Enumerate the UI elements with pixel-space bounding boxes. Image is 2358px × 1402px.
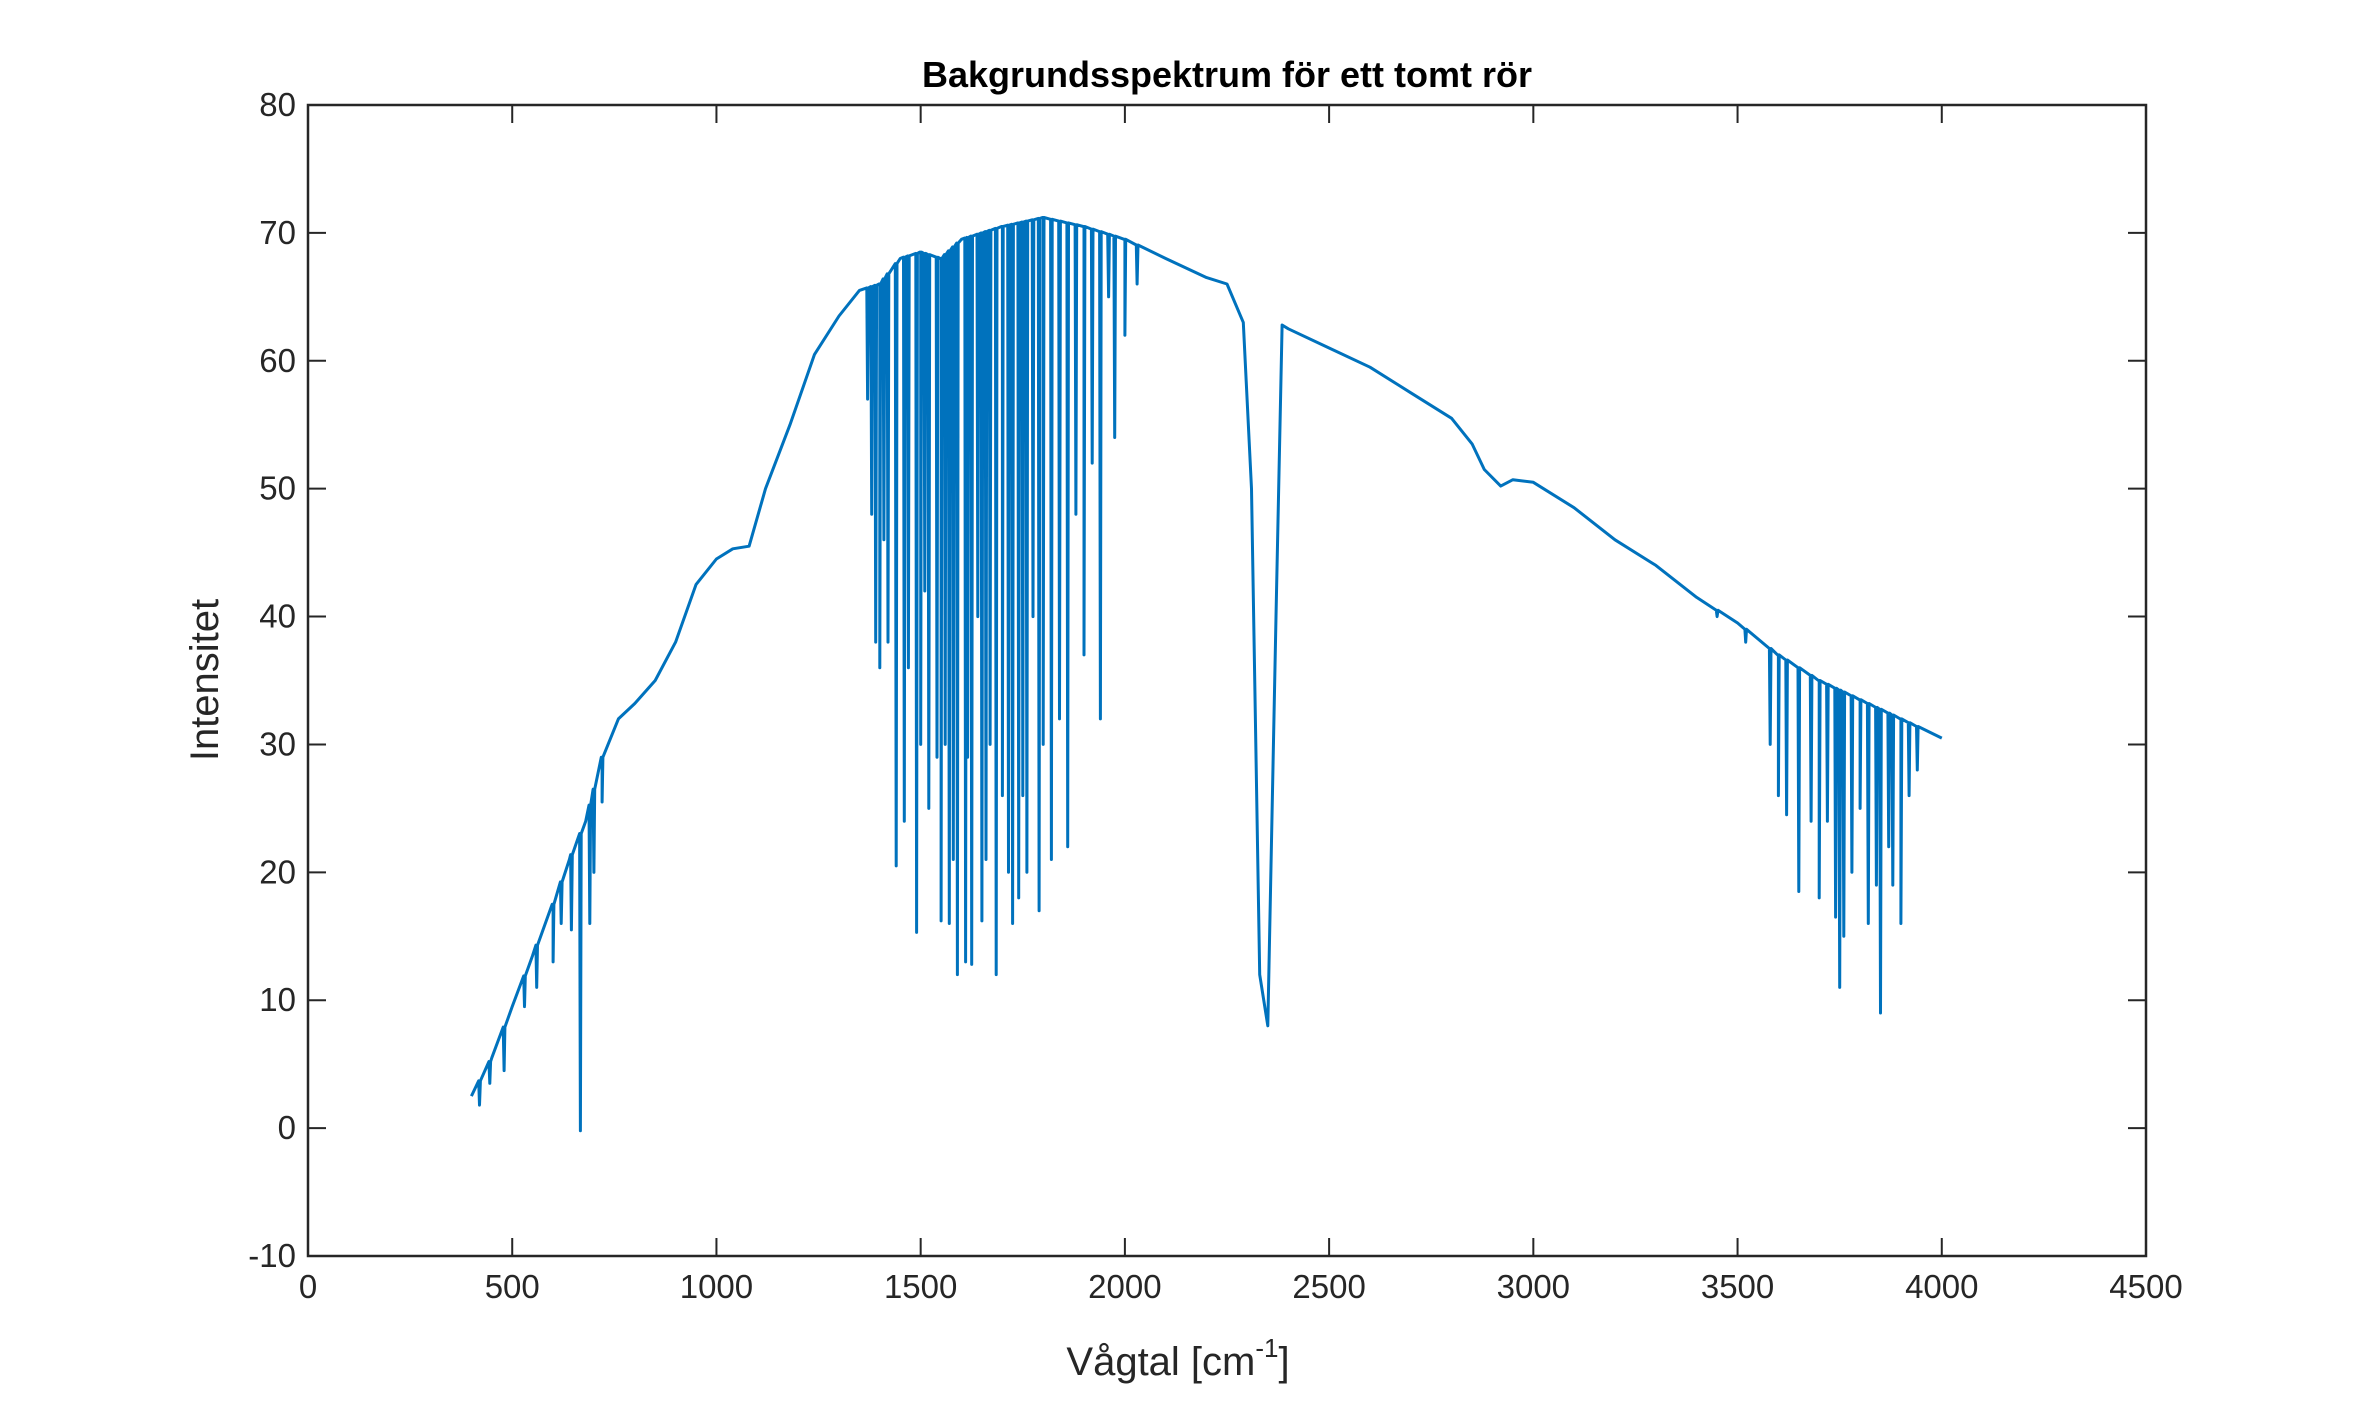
x-tick-label: 2500 xyxy=(1292,1268,1365,1305)
x-tick-label: 0 xyxy=(299,1268,317,1305)
y-tick-label: 10 xyxy=(259,981,296,1018)
axes-box xyxy=(306,103,2148,1258)
x-tick-label: 4000 xyxy=(1905,1268,1978,1305)
x-tick-labels: 0 500 1000 1500 2000 2500 3000 3500 4000 4500 xyxy=(299,1268,2183,1305)
y-tick-label: 70 xyxy=(259,214,296,251)
x-tick-label: 3500 xyxy=(1701,1268,1774,1305)
x-tick-label: 1500 xyxy=(884,1268,957,1305)
y-tick-label: 40 xyxy=(259,598,296,635)
y-axis-label: Intensitet xyxy=(183,599,227,761)
y-tick-label: 30 xyxy=(259,725,296,762)
chart-title: Bakgrundsspektrum för ett tomt rör xyxy=(922,54,1532,95)
x-axis-label-superscript: -1 xyxy=(1255,1333,1278,1363)
y-tick-labels: -10 0 10 20 30 40 50 60 70 80 xyxy=(248,86,296,1274)
y-tick-label: 20 xyxy=(259,853,296,890)
x-tick-label: 500 xyxy=(485,1268,540,1305)
y-tick-label: 0 xyxy=(278,1109,296,1146)
x-axis-label-end: ] xyxy=(1278,1340,1289,1384)
x-tick-label: 3000 xyxy=(1497,1268,1570,1305)
y-tick-label: -10 xyxy=(248,1237,296,1274)
series-layer xyxy=(470,216,1943,1133)
series-line-spectrum xyxy=(470,216,1943,1133)
x-tick-label: 1000 xyxy=(680,1268,753,1305)
x-tick-label: 2000 xyxy=(1088,1268,1161,1305)
plot-area xyxy=(308,105,2146,1256)
x-tick-label: 4500 xyxy=(2109,1268,2182,1305)
y-tick-label: 50 xyxy=(259,470,296,507)
x-axis-label-main: Vågtal [cm xyxy=(1066,1340,1255,1384)
y-tick-label: 80 xyxy=(259,86,296,123)
y-tick-label: 60 xyxy=(259,342,296,379)
x-axis-label: Vågtal [cm-1] xyxy=(1066,1333,1289,1384)
